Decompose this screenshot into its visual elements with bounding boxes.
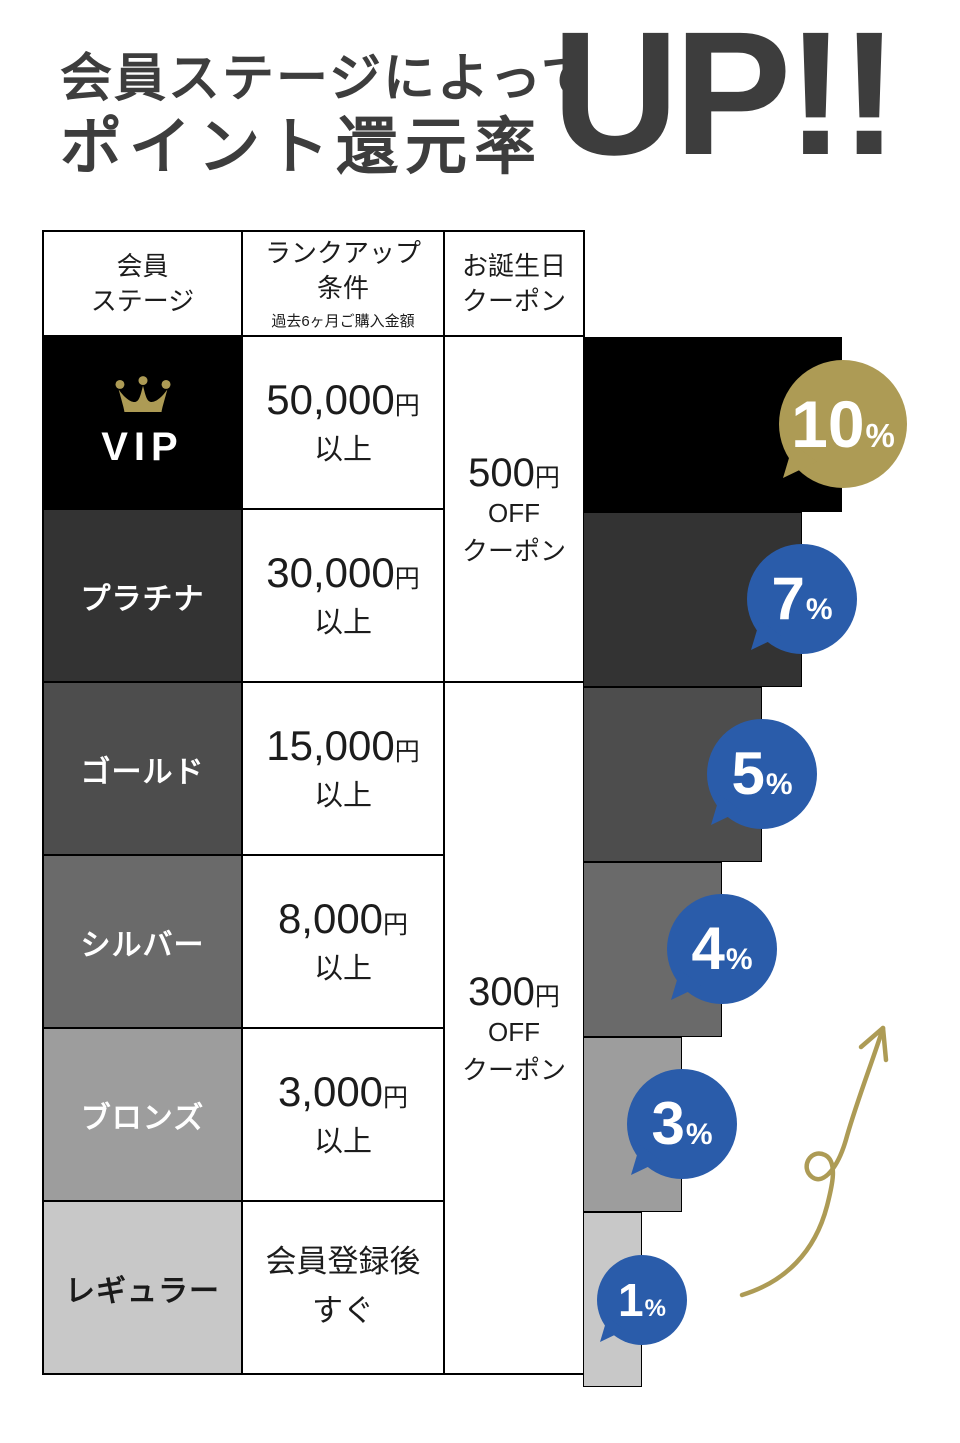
stage-name: VIP [101,424,184,469]
rate-unit: % [685,1118,713,1151]
table-row-vip: VIP 50,000円 以上 500円 OFF クーポン [42,335,585,683]
coupon-label: クーポン [461,535,566,566]
stage-cell-regular: レギュラー [42,1200,243,1375]
stage-cell-platinum: プラチナ [42,508,243,683]
rate-badge-gold: 5% [707,719,817,829]
rate-badge-platinum: 7% [747,544,857,654]
page-title-line1: 会員ステージによって [60,50,595,108]
header-stage: 会員 ステージ [42,230,243,337]
crown-icon [114,375,171,412]
rate-badge-vip: 10% [779,360,907,488]
table-header-row: 会員 ステージ ランクアップ 条件 過去6ヶ月ご購入金額 お誕生日 クーポン [42,230,585,337]
coupon-amount: 300 [468,969,535,1014]
rate-unit: % [644,1295,666,1322]
header-coupon-line2: クーポン [461,285,566,316]
table-row-platinum: プラチナ 30,000円 以上 [42,508,584,683]
membership-stage-table: 会員 ステージ ランクアップ 条件 過去6ヶ月ご購入金額 お誕生日 クーポン V… [42,230,585,1375]
condition-cell-vip: 50,000円 以上 [241,335,445,510]
rate-value: 3 [651,1090,685,1157]
table-row-bronze: ブロンズ 3,000円 以上 [42,1027,584,1202]
condition-unit: 円 [394,391,420,420]
stage-cell-gold: ゴールド [42,681,243,856]
rate-unit: % [865,417,895,454]
header-condition-line2: 条件 [316,272,369,303]
arrow-up-icon [739,1025,889,1298]
table-row-silver: シルバー 8,000円 以上 [42,854,584,1029]
rate-unit: % [805,593,833,626]
page-title-up: UP!! [552,0,899,192]
coupon-label: クーポン [461,1054,566,1085]
stage-cell-silver: シルバー [42,854,243,1029]
condition-cell-regular: 会員登録後 すぐ [241,1200,445,1375]
header-condition-note: 過去6ヶ月ご購入金額 [271,312,415,330]
coupon-unit: 円 [534,982,560,1011]
rate-badge-regular: 1% [597,1255,687,1345]
header-stage-line2: ステージ [90,285,195,316]
coupon-cell-300: 300円 OFF クーポン [443,681,585,1375]
header-stage-line1: 会員 [116,251,169,282]
page-title-line2: ポイント還元率 [60,113,544,182]
rate-bar-gold [583,687,762,862]
condition-cell-silver: 8,000円 以上 [241,854,445,1029]
coupon-unit: 円 [534,463,560,492]
header-coupon: お誕生日 クーポン [443,230,585,337]
rate-value: 10 [791,387,865,461]
table-row-regular: レギュラー 会員登録後 すぐ [42,1200,584,1375]
stage-cell-vip: VIP [42,335,243,510]
header-coupon-line1: お誕生日 [461,251,566,282]
condition-cell-platinum: 30,000円 以上 [241,508,445,683]
rate-value: 7 [771,565,805,632]
condition-cell-gold: 15,000円 以上 [241,681,445,856]
rate-value: 4 [691,915,725,982]
coupon-cell-500: 500円 OFF クーポン [443,335,585,683]
header-condition-line1: ランクアップ [264,238,421,269]
rate-unit: % [725,943,753,976]
condition-amount: 50,000 [266,375,395,423]
rate-badge-silver: 4% [667,894,777,1004]
rate-badge-bronze: 3% [627,1069,737,1179]
rate-value: 1 [618,1274,644,1326]
coupon-amount: 500 [468,450,535,495]
coupon-off-label: OFF [488,497,540,528]
stage-cell-bronze: ブロンズ [42,1027,243,1202]
condition-cell-bronze: 3,000円 以上 [241,1027,445,1202]
table-row-gold: ゴールド 15,000円 以上 300円 OFF クーポン [42,681,585,1375]
coupon-off-label: OFF [488,1016,540,1047]
rate-value: 5 [731,740,765,807]
condition-qualifier: 以上 [313,434,372,467]
header-condition: ランクアップ 条件 過去6ヶ月ご購入金額 [241,230,445,337]
rate-unit: % [765,768,793,801]
